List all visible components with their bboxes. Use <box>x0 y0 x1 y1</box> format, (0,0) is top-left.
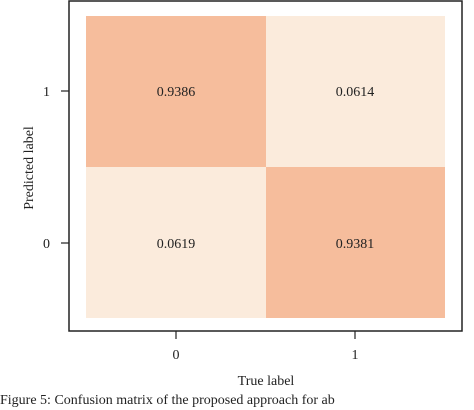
y-axis-title: Predicted label <box>22 126 37 210</box>
x-axis-title: True label <box>238 374 295 389</box>
heatmap-cell-1-0 <box>86 16 266 167</box>
heatmap-cell-0-0 <box>86 167 266 318</box>
cell-value-label: 0.0614 <box>336 85 375 100</box>
y-tick-label: 0 <box>43 237 50 252</box>
cell-value-label: 0.9386 <box>157 85 196 100</box>
heatmap-cell-0-1 <box>266 167 445 318</box>
cell-value-labels: 0.9386 0.0614 0.0619 0.9381 <box>157 85 375 252</box>
cell-value-label: 0.9381 <box>336 237 375 252</box>
heatmap-cells <box>86 16 445 318</box>
cell-value-label: 0.0619 <box>157 237 196 252</box>
heatmap-cell-1-1 <box>266 16 445 167</box>
x-tick-label: 1 <box>352 348 359 363</box>
y-tick-label: 1 <box>43 85 50 100</box>
plot-frame <box>68 0 463 332</box>
figure-caption: Figure 5: Confusion matrix of the propos… <box>0 393 335 408</box>
y-axis-ticks: 10 <box>43 85 69 252</box>
x-tick-label: 0 <box>173 348 180 363</box>
